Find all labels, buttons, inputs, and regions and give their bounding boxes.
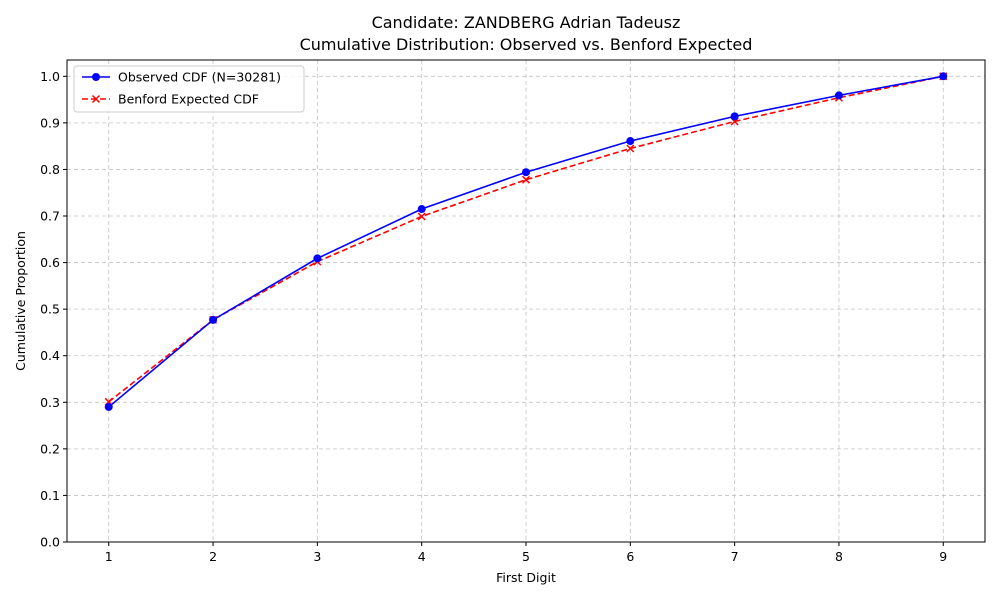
legend-marker [91, 94, 101, 104]
y-tick-label: 0.9 [40, 115, 60, 130]
y-axis-label: Cumulative Proportion [13, 231, 28, 371]
x-tick-label: 7 [731, 549, 739, 564]
plot-frame [66, 59, 986, 543]
series-line [108, 75, 944, 403]
y-tick-label: 0.7 [40, 209, 60, 224]
legend-marker [92, 73, 100, 81]
data-point [730, 112, 739, 121]
x-tick-label: 4 [418, 549, 426, 564]
legend-label: Observed CDF (N=30281) [118, 70, 281, 85]
y-tick-label: 0.3 [40, 395, 60, 410]
y-tick-label: 0.8 [40, 162, 60, 177]
data-point [522, 168, 530, 177]
y-tick-label: 0.1 [40, 488, 60, 503]
legend-box [73, 65, 305, 113]
data-point [626, 137, 635, 146]
data-point [939, 72, 948, 81]
legend-entry: Benford Expected CDF [82, 92, 259, 107]
data-point [104, 402, 113, 411]
x-tick-label: 8 [835, 549, 843, 564]
data-point [313, 254, 322, 263]
axis-ticks: 1 2 3 4 5 6 7 8 9 0.0 0.1 0.2 0.3 0.4 0.5 0.6 0.7 0.8 0.9 1… [40, 69, 947, 564]
series-group [104, 72, 948, 411]
legend: Observed CDF (N=30281) Benford Expected C… [73, 65, 305, 113]
y-tick-label: 0.5 [40, 302, 60, 317]
grid [67, 60, 985, 543]
legend-entry: Observed CDF (N=30281) [82, 70, 281, 85]
data-point [521, 175, 531, 184]
data-point [417, 205, 426, 214]
x-tick-label: 2 [209, 549, 217, 564]
data-point [626, 144, 635, 153]
x-tick-label: 1 [105, 549, 113, 564]
data-point [834, 91, 843, 100]
legend-label: Benford Expected CDF [118, 92, 259, 107]
x-tick-label: 6 [626, 549, 634, 564]
data-point [417, 212, 426, 221]
chart-subtitle: Cumulative Distribution: Observed vs. Be… [300, 35, 753, 54]
y-tick-label: 1.0 [40, 69, 60, 84]
x-tick-label: 3 [313, 549, 321, 564]
x-tick-label: 9 [939, 549, 947, 564]
chart-title: Candidate: ZANDBERG Adrian Tadeusz [372, 13, 681, 32]
y-tick-label: 0.2 [40, 441, 60, 456]
data-point [209, 315, 218, 324]
y-tick-label: 0.0 [40, 535, 60, 550]
series-observed [104, 72, 948, 411]
y-tick-label: 0.6 [40, 255, 60, 270]
x-tick-label: 5 [522, 549, 530, 564]
y-tick-label: 0.4 [40, 348, 60, 363]
x-axis-label: First Digit [496, 570, 556, 585]
